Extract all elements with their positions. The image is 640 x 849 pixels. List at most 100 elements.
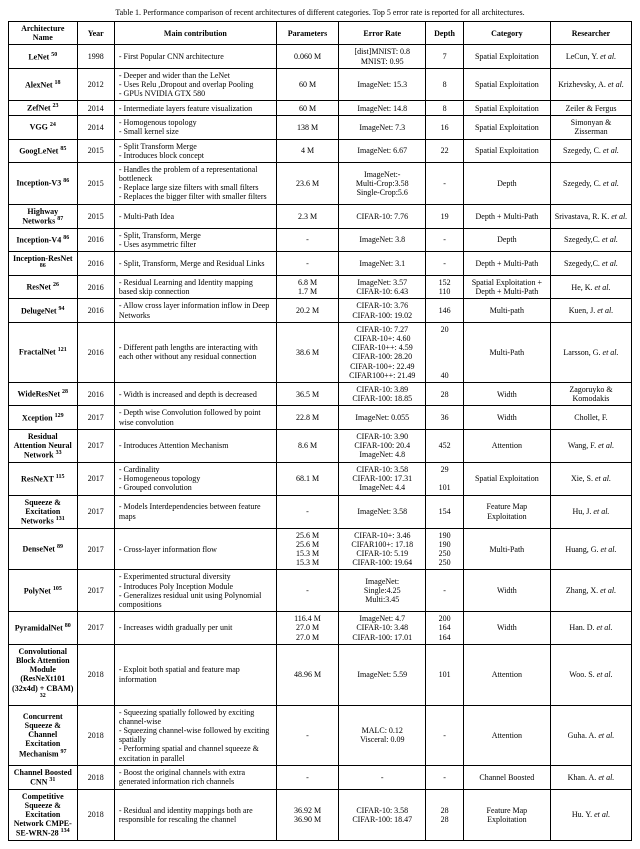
cell-contrib: - Increases width gradually per unit bbox=[114, 612, 276, 645]
cell-category: Spatial Exploitation bbox=[463, 462, 550, 495]
cell-category: Depth + Multi-Path bbox=[463, 204, 550, 228]
cell-researcher: Srivastava, R. K. et al. bbox=[550, 204, 631, 228]
cell-category: Spatial Exploitation bbox=[463, 101, 550, 116]
cell-contrib: - Deeper and wider than the LeNet- Uses … bbox=[114, 68, 276, 101]
cell-researcher: Xie, S. et al. bbox=[550, 462, 631, 495]
cell-error: ImageNet: 6.67 bbox=[339, 139, 426, 162]
cell-name: Convolutional Block Attention Module (Re… bbox=[9, 644, 78, 705]
cell-depth: 22 bbox=[426, 139, 463, 162]
cell-error: ImageNet: 14.8 bbox=[339, 101, 426, 116]
cell-year: 2017 bbox=[77, 612, 114, 645]
cell-name: Residual Attention Neural Network 33 bbox=[9, 429, 78, 462]
cell-error: CIFAR-10: 3.58CIFAR-100: 17.31ImageNet: … bbox=[339, 462, 426, 495]
table-header-row: Architecture Name Year Main contribution… bbox=[9, 22, 632, 45]
col-name: Architecture Name bbox=[9, 22, 78, 45]
cell-params: - bbox=[276, 495, 338, 528]
cell-year: 2015 bbox=[77, 204, 114, 228]
cell-contrib: - Multi-Path Idea bbox=[114, 204, 276, 228]
cell-error: CIFAR-10+: 3.46CIFAR100+: 17.18CIFAR-10:… bbox=[339, 528, 426, 570]
cell-depth: 36 bbox=[426, 406, 463, 429]
cell-year: 2018 bbox=[77, 644, 114, 705]
cell-year: 2015 bbox=[77, 139, 114, 162]
cell-researcher: Guha. A. et al. bbox=[550, 705, 631, 765]
cell-params: 25.6 M25.6 M15.3 M15.3 M bbox=[276, 528, 338, 570]
cell-error: ImageNet: 3.57CIFAR-10: 6.43 bbox=[339, 276, 426, 299]
cell-category: Channel Boosted bbox=[463, 765, 550, 789]
cell-contrib: - Allow cross layer information inflow i… bbox=[114, 299, 276, 322]
table-row: Xception 1292017- Depth wise Convolution… bbox=[9, 406, 632, 429]
cell-year: 2016 bbox=[77, 252, 114, 276]
cell-depth: 190190250250 bbox=[426, 528, 463, 570]
cell-name: ResNet 26 bbox=[9, 276, 78, 299]
cell-params: - bbox=[276, 570, 338, 612]
cell-depth: 200164164 bbox=[426, 612, 463, 645]
cell-depth: 8 bbox=[426, 101, 463, 116]
cell-contrib: - Homogenous topology- Small kernel size bbox=[114, 116, 276, 139]
cell-year: 2015 bbox=[77, 162, 114, 204]
cell-name: Highway Networks 87 bbox=[9, 204, 78, 228]
cell-category: Feature Map Exploitation bbox=[463, 789, 550, 841]
cell-year: 2017 bbox=[77, 528, 114, 570]
cell-name: AlexNet 18 bbox=[9, 68, 78, 101]
cell-researcher: Szegedy, C. et al. bbox=[550, 139, 631, 162]
cell-researcher: Khan. A. et al. bbox=[550, 765, 631, 789]
cell-error: CIFAR-10: 7.27CIFAR-10+: 4.60CIFAR-10++:… bbox=[339, 322, 426, 382]
cell-contrib: - Split Transform Merge- Introduces bloc… bbox=[114, 139, 276, 162]
cell-params: 60 M bbox=[276, 68, 338, 101]
cell-contrib: - Introduces Attention Mechanism bbox=[114, 429, 276, 462]
cell-depth: - bbox=[426, 228, 463, 251]
table-row: Convolutional Block Attention Module (Re… bbox=[9, 644, 632, 705]
table-row: DelugeNet 942016- Allow cross layer info… bbox=[9, 299, 632, 322]
cell-contrib: - Width is increased and depth is decrea… bbox=[114, 382, 276, 405]
cell-name: Inception-V3 86 bbox=[9, 162, 78, 204]
cell-researcher: Szegedy,C. et al. bbox=[550, 252, 631, 276]
cell-name: LeNet 50 bbox=[9, 45, 78, 68]
cell-name: DenseNet 89 bbox=[9, 528, 78, 570]
col-year: Year bbox=[77, 22, 114, 45]
cell-contrib: - First Popular CNN architecture bbox=[114, 45, 276, 68]
cell-category: Spatial Exploitation bbox=[463, 45, 550, 68]
cell-researcher: Wang, F. et al. bbox=[550, 429, 631, 462]
cell-researcher: Szegedy,C. et al. bbox=[550, 228, 631, 251]
cell-depth: 101 bbox=[426, 644, 463, 705]
cell-researcher: Hu. Y. et al. bbox=[550, 789, 631, 841]
table-row: ResNet 262016- Residual Learning and Ide… bbox=[9, 276, 632, 299]
cell-depth: 154 bbox=[426, 495, 463, 528]
cell-category: Multi-Path bbox=[463, 322, 550, 382]
cell-researcher: Zagoruyko & Komodakis bbox=[550, 382, 631, 405]
cell-name: PolyNet 105 bbox=[9, 570, 78, 612]
cell-params: - bbox=[276, 228, 338, 251]
cell-category: Depth bbox=[463, 162, 550, 204]
cell-depth: 152110 bbox=[426, 276, 463, 299]
cell-params: 0.060 M bbox=[276, 45, 338, 68]
cell-year: 2016 bbox=[77, 322, 114, 382]
cell-contrib: - Intermediate layers feature visualizat… bbox=[114, 101, 276, 116]
cell-error: ImageNet: 5.59 bbox=[339, 644, 426, 705]
cell-depth: 452 bbox=[426, 429, 463, 462]
col-contrib: Main contribution bbox=[114, 22, 276, 45]
cell-category: Spatial Exploitation bbox=[463, 139, 550, 162]
cell-contrib: - Split, Transform, Merge- Uses asymmetr… bbox=[114, 228, 276, 251]
cell-name: Channel Boosted CNN 31 bbox=[9, 765, 78, 789]
cell-name: DelugeNet 94 bbox=[9, 299, 78, 322]
table-row: ZefNet 232014- Intermediate layers featu… bbox=[9, 101, 632, 116]
col-params: Parameters bbox=[276, 22, 338, 45]
table-row: Inception-V3 862015- Handles the problem… bbox=[9, 162, 632, 204]
cell-category: Spatial Exploitation bbox=[463, 68, 550, 101]
cell-depth: - bbox=[426, 765, 463, 789]
cell-year: 2016 bbox=[77, 382, 114, 405]
cell-year: 2012 bbox=[77, 68, 114, 101]
cell-contrib: - Residual and identity mappings both ar… bbox=[114, 789, 276, 841]
cell-contrib: - Residual Learning and Identity mapping… bbox=[114, 276, 276, 299]
cell-year: 2014 bbox=[77, 116, 114, 139]
cell-name: FractalNet 121 bbox=[9, 322, 78, 382]
cell-category: Depth bbox=[463, 228, 550, 251]
cell-name: Inception-V4 86 bbox=[9, 228, 78, 251]
cell-year: 2017 bbox=[77, 495, 114, 528]
cell-name: Competitive Squeeze & Excitation Network… bbox=[9, 789, 78, 841]
cell-error: CIFAR-10: 3.90CIFAR-100: 20.4ImageNet: 4… bbox=[339, 429, 426, 462]
cell-year: 2014 bbox=[77, 101, 114, 116]
cell-name: ZefNet 23 bbox=[9, 101, 78, 116]
cell-error: ImageNet:-Multi-Crop:3.58Single-Crop:5.6 bbox=[339, 162, 426, 204]
cell-category: Spatial Exploitation bbox=[463, 116, 550, 139]
